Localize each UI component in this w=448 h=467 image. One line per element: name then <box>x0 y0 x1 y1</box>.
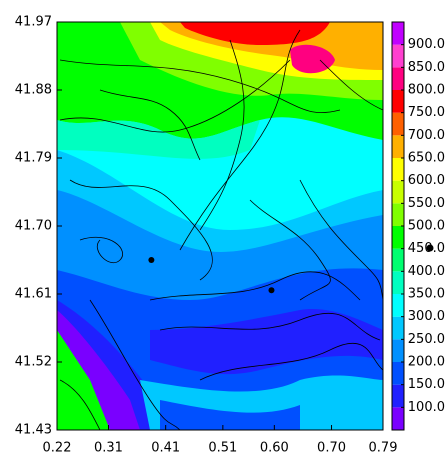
colorbar-label: 600.0 <box>408 173 445 188</box>
contour-region <box>160 400 300 430</box>
colorbar-band <box>392 384 404 408</box>
colorbar-label: 800.0 <box>408 83 445 98</box>
colorbar-label: 400.0 <box>408 264 445 279</box>
colorbar-label: 350.0 <box>408 287 445 302</box>
colorbar-label: 650.0 <box>408 151 445 166</box>
x-tick-label: 0.22 <box>43 441 72 456</box>
y-tick-label: 41.43 <box>15 423 52 438</box>
colorbar-band <box>392 294 404 317</box>
colorbar-band <box>392 67 404 90</box>
colorbar-band <box>392 316 404 340</box>
colorbar-label: 700.0 <box>408 128 445 143</box>
y-tick-label: 41.88 <box>15 83 52 98</box>
colorbar-band <box>392 112 404 136</box>
colorbar-band <box>392 44 404 68</box>
colorbar-label: 900.0 <box>408 37 445 52</box>
contour-region <box>180 22 330 45</box>
point <box>148 257 155 263</box>
y-tick-label: 41.61 <box>15 287 52 302</box>
colorbar-band <box>392 180 404 204</box>
marker <box>426 244 434 252</box>
colorbar-label: 550.0 <box>408 196 445 211</box>
x-tick-label: 0.41 <box>151 441 180 456</box>
contour-region <box>57 120 260 159</box>
y-tick-label: 41.97 <box>15 15 52 30</box>
colorbar-band <box>392 158 404 181</box>
colorbar-label: 100.0 <box>408 400 445 415</box>
y-tick-label: 41.70 <box>15 219 52 234</box>
contour-region <box>57 330 110 430</box>
x-tick-label: 0.70 <box>317 441 346 456</box>
y-tick-label: 41.79 <box>15 151 52 166</box>
colorbar-label: 250.0 <box>408 332 445 347</box>
colorbar-label: 450.0 <box>408 241 445 256</box>
colorbar-label: 750.0 <box>408 105 445 120</box>
colorbar-band <box>392 339 404 362</box>
contour-field <box>57 22 383 430</box>
colorbar-band <box>392 135 404 158</box>
colorbar-band <box>392 407 404 430</box>
colorbar-band <box>392 203 404 226</box>
colorbar-label: 850.0 <box>408 60 445 75</box>
x-tick-label: 0.31 <box>94 441 123 456</box>
colorbar-band <box>392 226 404 249</box>
streamlines <box>59 29 383 430</box>
contour-region <box>290 44 335 74</box>
colorbar-label: 300.0 <box>408 309 445 324</box>
y-tick-label: 41.52 <box>15 355 52 370</box>
x-tick-label: 0.60 <box>260 441 289 456</box>
x-tick-label: 0.79 <box>369 441 398 456</box>
colorbar-band <box>392 22 404 45</box>
colorbar-band <box>392 271 404 294</box>
colorbar-label: 200.0 <box>408 355 445 370</box>
colorbar-band <box>392 362 404 385</box>
colorbar-label: 500.0 <box>408 219 445 234</box>
colorbar-label: 150.0 <box>408 377 445 392</box>
colorbar-band <box>392 248 404 272</box>
point <box>268 287 275 294</box>
contour-region <box>150 309 383 375</box>
colorbar-band <box>392 90 404 113</box>
x-tick-label: 0.51 <box>208 441 237 456</box>
